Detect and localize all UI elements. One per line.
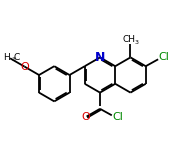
Text: N: N [95, 51, 105, 64]
Text: O: O [81, 111, 90, 122]
Text: C: C [14, 53, 20, 62]
Text: H: H [3, 53, 10, 62]
Text: Cl: Cl [112, 112, 123, 122]
Text: Cl: Cl [158, 52, 169, 62]
Text: 3: 3 [134, 40, 138, 45]
Text: O: O [20, 62, 29, 72]
Text: 3: 3 [11, 57, 15, 62]
Text: CH: CH [123, 35, 136, 44]
